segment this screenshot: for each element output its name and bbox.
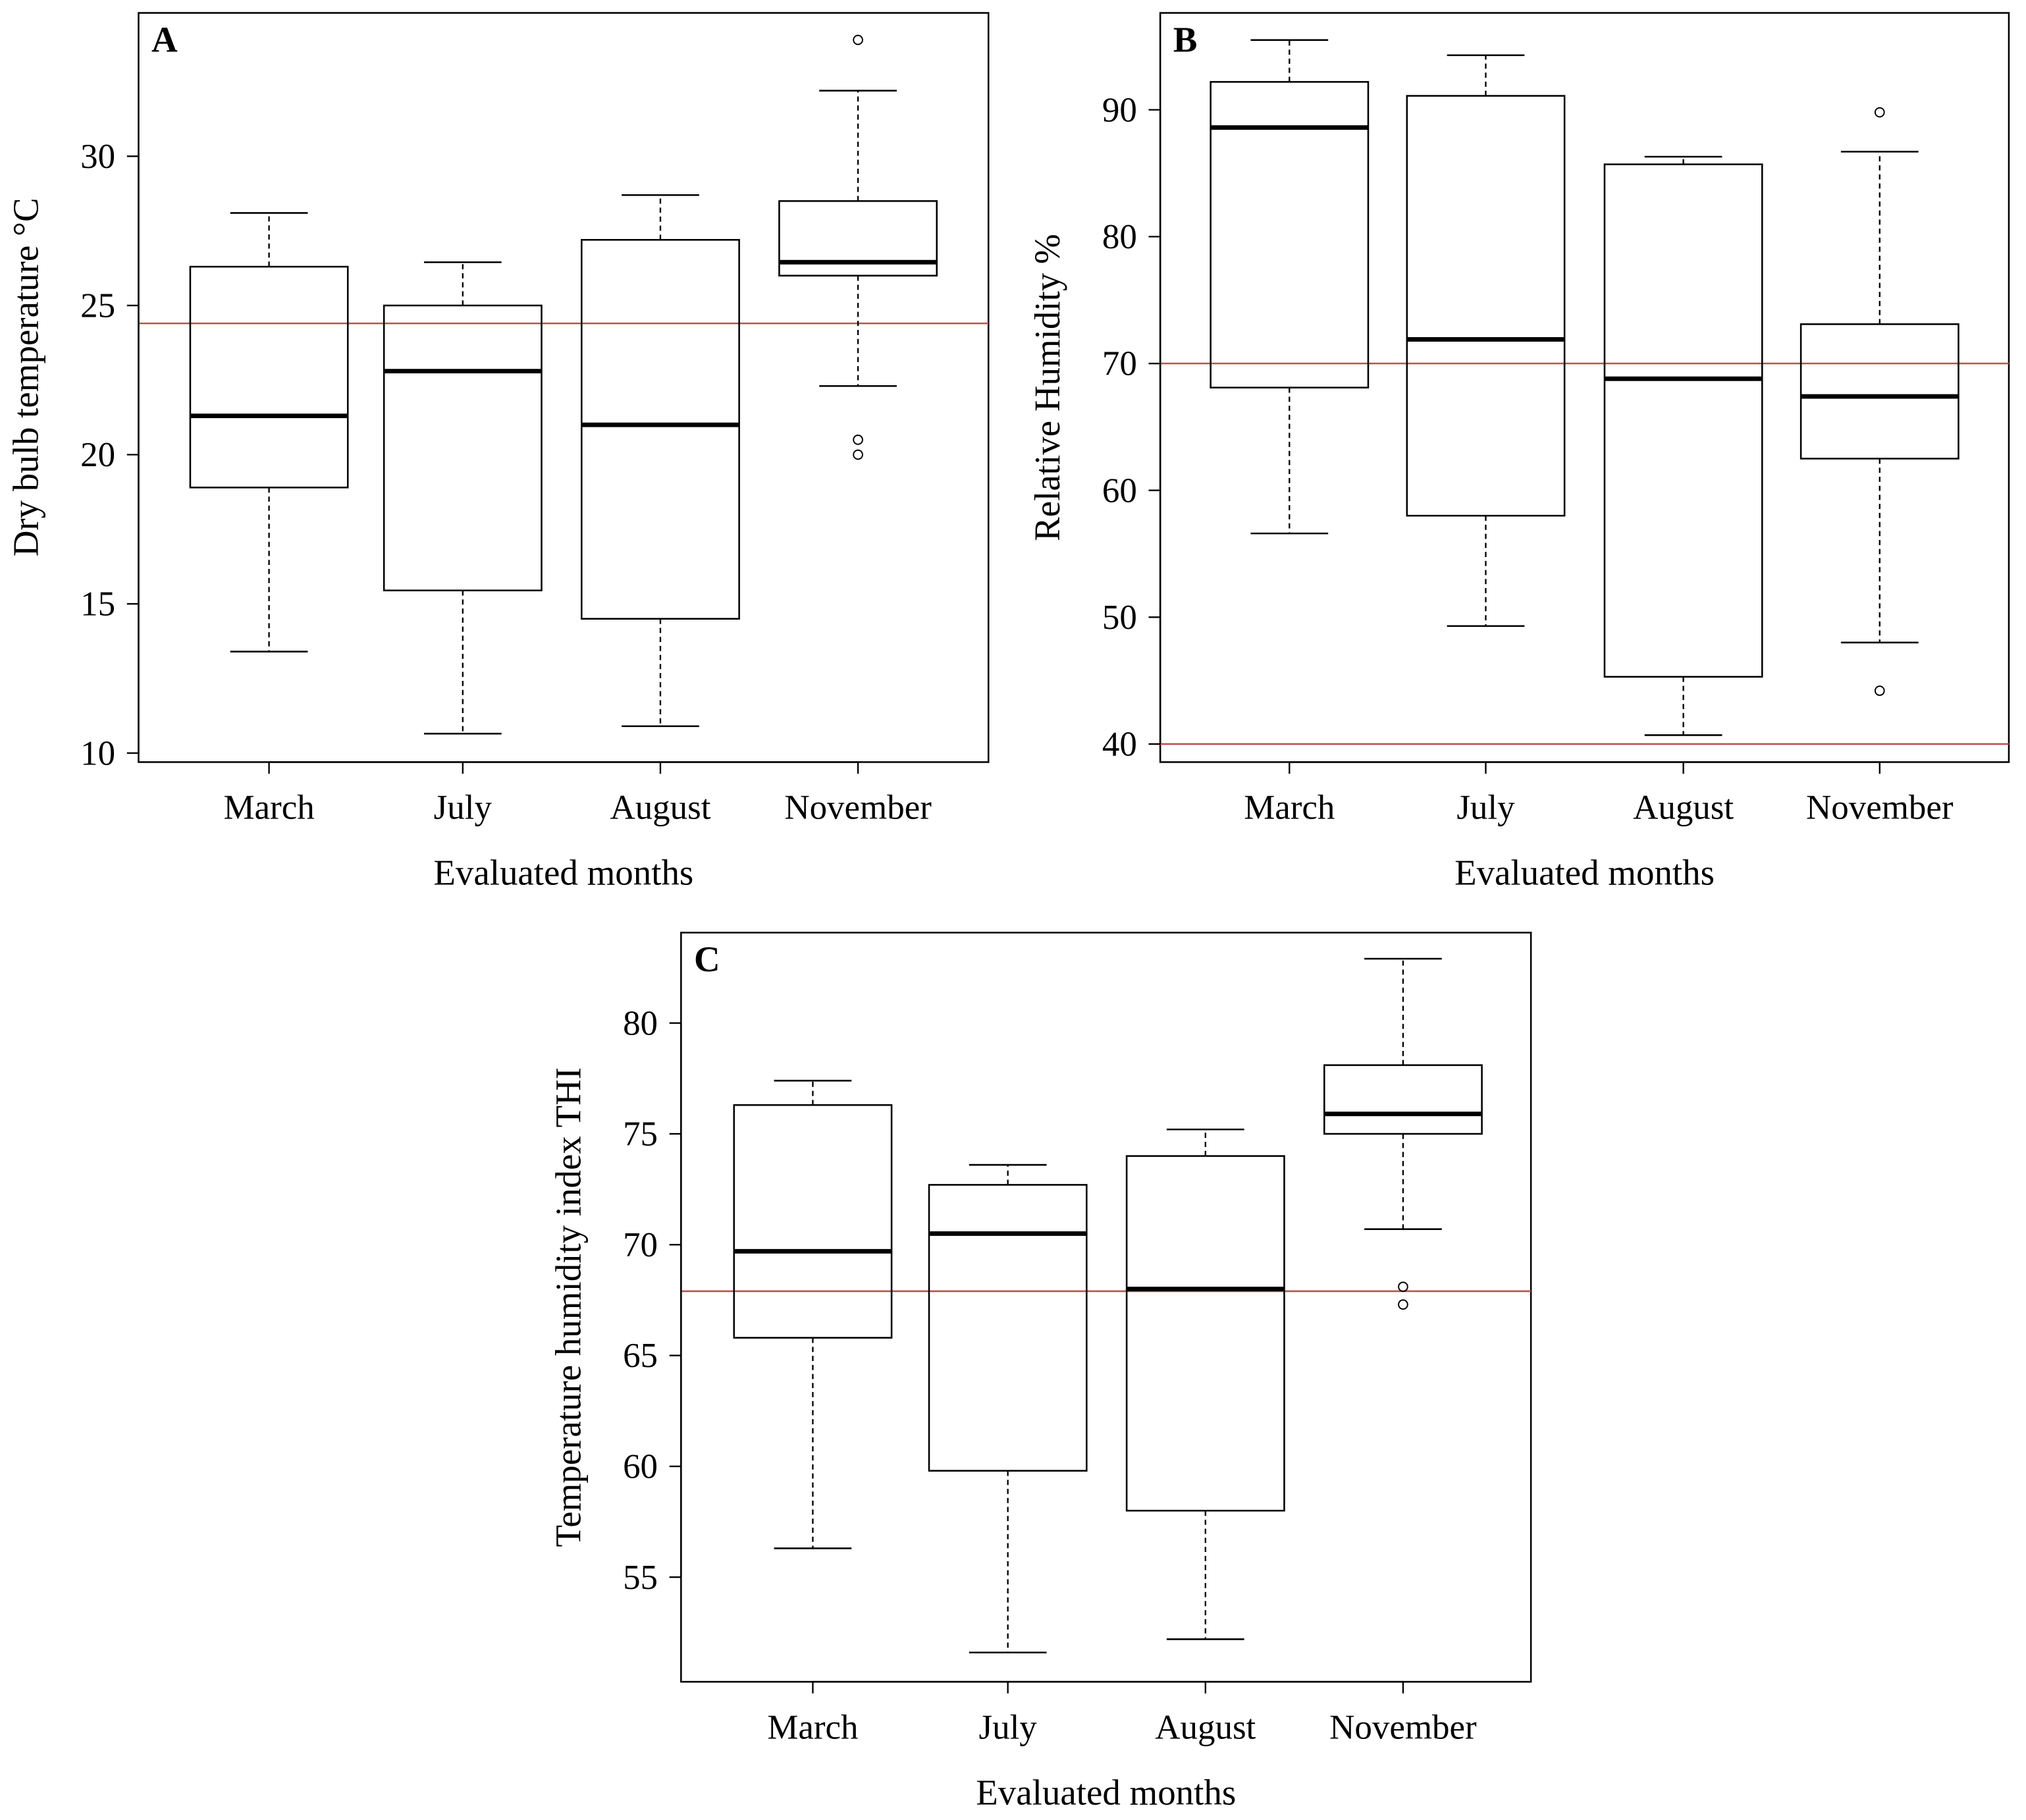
panel-b: March July August November 40 50 60 70 80 90 Evalu… <box>1027 12 2010 893</box>
box-august <box>1603 155 1763 736</box>
y-tick-label: 90 <box>1102 91 1137 129</box>
panel-label: C <box>694 939 720 979</box>
y-tick-label: 60 <box>623 1448 658 1486</box>
box-iqr <box>1323 1064 1483 1135</box>
x-axis-title: Evaluated months <box>433 853 693 893</box>
y-tick-label: 55 <box>623 1559 658 1597</box>
panel-c: March July August November 55 60 65 70 75 80 Evalu… <box>548 932 1532 1812</box>
y-tick-label: 80 <box>1102 218 1137 256</box>
x-tick-label: March <box>1244 789 1335 827</box>
x-tick-label: November <box>784 789 932 827</box>
box-iqr <box>383 304 543 591</box>
box-iqr <box>733 1104 893 1339</box>
y-tick-label: 80 <box>623 1004 658 1042</box>
box-november <box>778 34 938 460</box>
y-tick-label: 60 <box>1102 471 1137 510</box>
y-tick-label: 70 <box>1102 345 1137 383</box>
x-tick-label: July <box>434 789 493 827</box>
outlier-point <box>1874 685 1885 696</box>
x-tick-label: March <box>767 1708 858 1746</box>
box-july <box>383 261 543 735</box>
y-tick-label: 75 <box>623 1115 658 1154</box>
panel-a: March July August November 10 15 20 25 30 Evaluat… <box>5 12 990 893</box>
box-iqr <box>1603 163 1763 678</box>
y-tick-label: 15 <box>80 585 115 624</box>
y-tick-label: 10 <box>80 734 115 772</box>
y-tick-label: 20 <box>80 436 115 474</box>
x-tick-label: July <box>979 1708 1038 1746</box>
box-november <box>1799 107 1959 696</box>
y-axis-title: Relative Humidity % <box>1027 234 1067 541</box>
outlier-point <box>853 34 863 45</box>
outlier-point <box>853 449 863 460</box>
y-tick-label: 50 <box>1102 599 1137 637</box>
x-tick-label: July <box>1456 789 1515 827</box>
box-november <box>1323 957 1483 1310</box>
outlier-point <box>853 435 863 445</box>
y-tick-label: 70 <box>623 1226 658 1264</box>
box-iqr <box>189 265 349 489</box>
box-iqr <box>1799 323 1959 460</box>
y-tick-label: 30 <box>80 138 115 176</box>
x-tick-label: August <box>1633 789 1734 827</box>
y-axis-title: Dry bulb temperature °C <box>5 198 45 556</box>
x-tick-label: November <box>1329 1708 1477 1746</box>
box-march <box>1210 39 1370 535</box>
plot-frame <box>138 12 990 763</box>
y-tick-label: 40 <box>1102 726 1137 764</box>
box-march <box>733 1079 893 1549</box>
box-march <box>189 212 349 653</box>
box-july <box>1406 54 1566 628</box>
outlier-point <box>1874 107 1885 118</box>
x-axis-title: Evaluated months <box>1454 853 1715 893</box>
box-july <box>928 1164 1088 1653</box>
box-iqr <box>928 1184 1088 1472</box>
y-axis-title: Temperature humidity index THI <box>548 1067 588 1547</box>
box-august <box>581 194 740 728</box>
box-iqr <box>1125 1155 1285 1512</box>
x-tick-label: March <box>223 789 314 827</box>
panel-label: B <box>1173 19 1198 59</box>
box-iqr <box>1210 81 1370 388</box>
box-iqr <box>1406 95 1566 517</box>
box-iqr <box>778 200 938 277</box>
box-iqr <box>581 238 740 620</box>
y-tick-label: 25 <box>80 287 115 325</box>
x-tick-label: August <box>610 789 710 827</box>
box-august <box>1125 1128 1285 1640</box>
outlier-point <box>1398 1299 1408 1310</box>
y-tick-label: 65 <box>623 1337 658 1375</box>
x-axis-title: Evaluated months <box>976 1772 1236 1812</box>
outlier-point <box>1398 1281 1408 1293</box>
x-tick-label: November <box>1806 789 1954 827</box>
panel-label: A <box>151 19 178 59</box>
x-tick-label: August <box>1155 1708 1256 1746</box>
